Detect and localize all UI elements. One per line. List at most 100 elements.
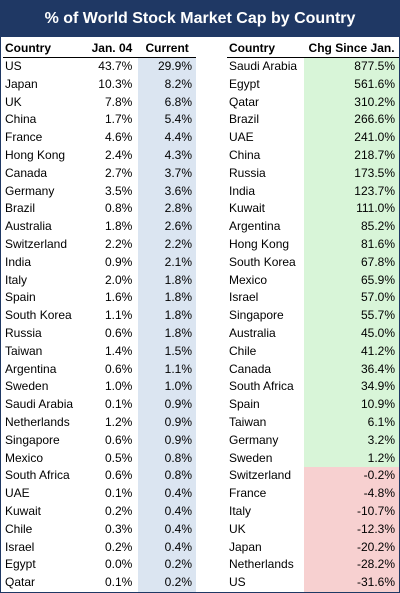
table-row: Chile 0.3% 0.4% <box>3 520 196 539</box>
table-row: Sweden 1.2% <box>227 449 399 468</box>
jan04-value: 43.7% <box>98 59 133 73</box>
table-row: Netherlands 1.2% 0.9% <box>3 413 196 432</box>
jan04-value: 0.1% <box>104 486 133 501</box>
country-cell: UAE <box>5 486 30 501</box>
country-cell: Spain <box>229 397 260 412</box>
jan04-value: 1.2% <box>104 414 133 429</box>
jan04-value: 2.0% <box>104 272 133 287</box>
table-row: Russia 0.6% 1.8% <box>3 324 196 343</box>
table-row: Argentina 0.6% 1.1% <box>3 360 196 379</box>
jan04-value: 10.3% <box>98 76 133 91</box>
country-cell: Canada <box>229 361 272 376</box>
current-value: 6.8% <box>138 93 196 112</box>
country-cell: India <box>229 183 256 198</box>
table-row: Singapore 55.7% <box>227 307 399 325</box>
change-value: 36.4% <box>304 360 399 379</box>
table-row: France 4.6% 4.4% <box>3 129 196 147</box>
change-value: -10.7% <box>304 502 399 521</box>
table-row: Egypt 561.6% <box>227 75 399 94</box>
current-value: 0.9% <box>138 413 196 432</box>
change-value: 111.0% <box>304 200 399 219</box>
table-row: Saudi Arabia 877.5% <box>227 58 399 76</box>
change-value: 877.5% <box>304 58 399 76</box>
table-row: UAE 241.0% <box>227 129 399 147</box>
change-value: -28.2% <box>304 556 399 575</box>
table-row: Taiwan 6.1% <box>227 413 399 432</box>
country-cell: Qatar <box>229 94 260 109</box>
table-row: Mexico 65.9% <box>227 271 399 290</box>
table-row: China 218.7% <box>227 146 399 165</box>
change-value: 266.6% <box>304 111 399 130</box>
table-row: Germany 3.5% 3.6% <box>3 182 196 201</box>
table-row: Israel 57.0% <box>227 289 399 308</box>
change-value: -20.2% <box>304 538 399 557</box>
change-value: 67.8% <box>304 253 399 272</box>
table-row: Sweden 1.0% 1.0% <box>3 378 196 397</box>
country-cell: UK <box>229 521 246 536</box>
country-cell: Switzerland <box>5 236 68 251</box>
change-value: 41.2% <box>304 342 399 361</box>
jan04-value: 0.6% <box>104 432 133 447</box>
table-row: India 123.7% <box>227 182 399 201</box>
change-value: 310.2% <box>304 93 399 112</box>
country-cell: Chile <box>5 521 33 536</box>
jan04-value: 4.6% <box>104 130 133 145</box>
current-value: 0.4% <box>138 502 196 521</box>
table-row: Spain 1.6% 1.8% <box>3 289 196 308</box>
jan04-value: 7.8% <box>104 94 133 109</box>
header-country: Country <box>229 41 275 55</box>
current-value: 0.9% <box>138 431 196 450</box>
table-row: France -4.8% <box>227 485 399 503</box>
change-value: 123.7% <box>304 182 399 201</box>
change-value: 55.7% <box>304 307 399 325</box>
country-cell: Sweden <box>229 450 273 465</box>
country-cell: India <box>5 254 32 269</box>
current-value: 1.8% <box>138 307 196 325</box>
change-value: 34.9% <box>304 378 399 397</box>
country-cell: France <box>229 486 267 501</box>
table-row: Switzerland 2.2% 2.2% <box>3 235 196 254</box>
current-value: 1.1% <box>138 360 196 379</box>
table-row: Australia 1.8% 2.6% <box>3 218 196 236</box>
change-value: 561.6% <box>304 75 399 94</box>
country-cell: Argentina <box>229 219 281 234</box>
table-row: Switzerland -0.2% <box>227 467 399 486</box>
change-value: 1.2% <box>304 449 399 468</box>
jan04-value: 1.1% <box>104 308 133 323</box>
change-value: 173.5% <box>304 164 399 183</box>
change-value: -4.8% <box>304 485 399 503</box>
jan04-value: 2.7% <box>104 165 133 180</box>
table-row: South Africa 34.9% <box>227 378 399 397</box>
header-chg-since: Chg Since Jan. 04 <box>308 41 395 72</box>
country-cell: France <box>5 130 43 145</box>
country-cell: China <box>229 147 261 162</box>
table-row: Saudi Arabia 0.1% 0.9% <box>3 396 196 414</box>
country-cell: South Korea <box>5 308 72 323</box>
jan04-value: 0.1% <box>104 397 133 412</box>
table-row: Kuwait 111.0% <box>227 200 399 219</box>
table-row: South Korea 67.8% <box>227 253 399 272</box>
country-cell: Germany <box>229 432 279 447</box>
jan04-value: 0.5% <box>104 450 133 465</box>
country-cell: Sweden <box>5 379 49 394</box>
country-cell: Italy <box>5 272 28 287</box>
table-row: Germany 3.2% <box>227 431 399 450</box>
country-cell: Kuwait <box>229 201 266 216</box>
country-cell: China <box>5 112 37 127</box>
jan04-value: 0.9% <box>104 254 133 269</box>
jan04-value: 1.8% <box>104 219 133 234</box>
jan04-value: 2.2% <box>104 236 133 251</box>
country-cell: Saudi Arabia <box>5 397 74 412</box>
market-cap-rows: US 43.7% 29.9% Japan 10.3% 8.2% UK 7.8% 6.8% Chin… <box>3 58 196 592</box>
header-jan04: Jan. 04 <box>91 41 133 55</box>
current-value: 4.4% <box>138 129 196 147</box>
current-value: 1.0% <box>138 378 196 397</box>
country-cell: Switzerland <box>229 468 292 483</box>
market-cap-table: Country Jan. 04 Current US 43.7% 29.9% Japa… <box>3 40 196 592</box>
country-cell: UAE <box>229 130 254 145</box>
current-value: 2.2% <box>138 235 196 254</box>
table-row: Netherlands -28.2% <box>227 556 399 575</box>
country-cell: South Africa <box>229 379 294 394</box>
change-value: -0.2% <box>304 467 399 486</box>
country-cell: Netherlands <box>229 557 294 572</box>
